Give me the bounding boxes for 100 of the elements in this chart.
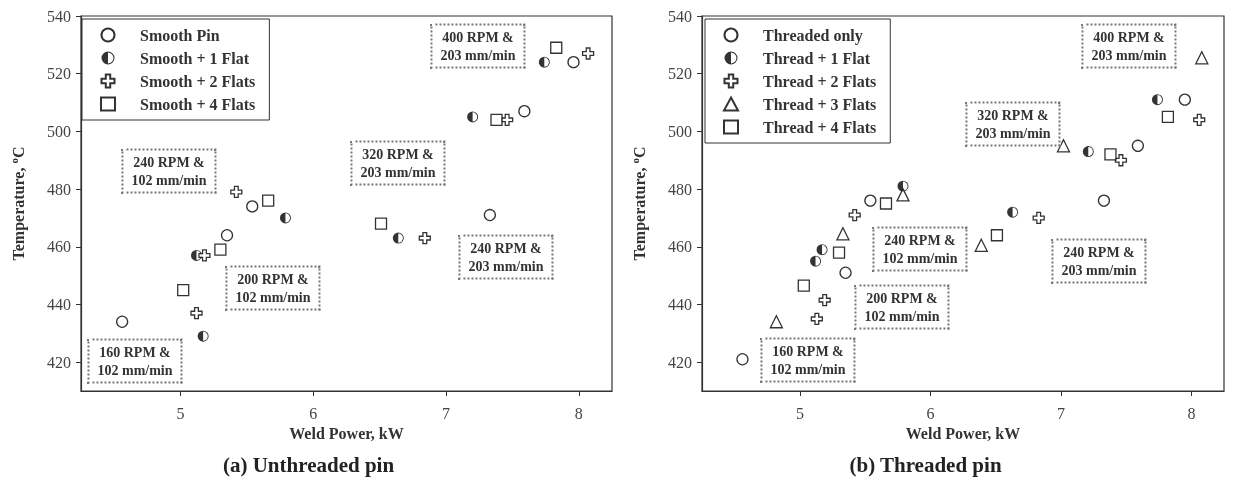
annotation: 240 RPM & 203 mm/min (1051, 238, 1147, 284)
legend-label: Thread + 3 Flats (763, 95, 877, 113)
point (538, 56, 550, 68)
legend-label: Threaded only (763, 26, 863, 45)
legend-label: Thread + 2 Flats (763, 72, 877, 90)
x-axis-title: Weld Power, kW (289, 425, 404, 443)
point (832, 246, 846, 259)
y-tick-label: 460 (668, 238, 692, 256)
point (392, 232, 404, 244)
legend-label: Thread + 4 Flats (763, 118, 877, 136)
annotation: 320 RPM & 203 mm/min (350, 140, 446, 186)
point (810, 255, 822, 267)
y-tick-label: 480 (47, 180, 71, 198)
point (1082, 146, 1094, 158)
annotation: 160 RPM & 102 mm/min (760, 337, 856, 383)
point (736, 353, 749, 366)
legend-label: Smooth + 4 Flats (140, 95, 256, 113)
point (797, 279, 810, 292)
y-tick-label: 540 (668, 7, 692, 25)
point (190, 306, 203, 320)
point (116, 315, 129, 328)
point (836, 227, 850, 241)
point (1151, 94, 1163, 106)
x-tick-label: 8 (574, 404, 583, 422)
point (1056, 139, 1071, 153)
x-tick-label: 8 (1187, 404, 1196, 422)
y-axis-title: Temperature, oC (7, 146, 28, 261)
y-tick-label: 520 (668, 65, 692, 83)
point (374, 217, 388, 230)
annotation: 160 RPM & 102 mm/min (87, 338, 183, 384)
point (198, 249, 211, 262)
point (279, 212, 291, 224)
x-tick-label: 6 (309, 404, 318, 422)
annotation: 200 RPM & 102 mm/min (225, 265, 321, 311)
point (1131, 139, 1145, 152)
point (567, 56, 580, 69)
x-tick-label: 5 (795, 404, 804, 422)
text: (a) Unthreaded pin (222, 452, 395, 477)
y-tick-label: 500 (668, 122, 692, 140)
point (864, 194, 877, 207)
x-tick-label: 5 (176, 404, 185, 422)
point (1195, 51, 1209, 65)
point (1104, 148, 1117, 161)
point (262, 194, 275, 207)
x-tick-label: 6 (926, 404, 935, 422)
point (581, 47, 595, 60)
y-tick-label: 420 (668, 353, 692, 371)
legend-label: Smooth Pin (140, 26, 220, 44)
point (990, 229, 1004, 242)
legend-label: Smooth + 2 Flats (140, 72, 256, 90)
y-tick-label: 480 (668, 180, 692, 198)
annotation: 240 RPM & 203 mm/min (458, 234, 554, 280)
point (879, 197, 893, 210)
text: (b) Threaded pin (849, 452, 1002, 477)
point (518, 105, 531, 118)
point (220, 229, 234, 242)
x-tick-label: 7 (1056, 404, 1065, 422)
point (1161, 110, 1175, 124)
point (1178, 93, 1191, 106)
point (1007, 206, 1019, 218)
point (818, 293, 831, 307)
legend-label: Thread + 1 Flat (763, 49, 871, 67)
point (483, 208, 497, 222)
point (177, 283, 190, 297)
point (1032, 211, 1045, 225)
annotation: 400 RPM & 203 mm/min (430, 23, 526, 69)
legend-label: Smooth + 1 Flat (140, 49, 250, 67)
y-tick-label: 440 (668, 295, 692, 313)
point (490, 113, 503, 126)
point (810, 312, 823, 326)
point (246, 200, 259, 213)
y-tick-label: 440 (47, 295, 71, 313)
point (896, 188, 910, 202)
annotation: 200 RPM & 102 mm/min (854, 284, 950, 330)
annotation: 320 RPM & 203 mm/min (965, 101, 1061, 147)
point (230, 185, 243, 199)
y-tick-label: 460 (47, 238, 71, 256)
point (214, 243, 227, 256)
x-tick-label: 7 (442, 404, 451, 422)
y-tick-label: 540 (47, 7, 71, 25)
point (816, 244, 828, 256)
y-tick-label: 420 (47, 353, 71, 371)
point (839, 266, 852, 279)
point (848, 208, 861, 222)
y-axis-title: Temperature, oC (628, 146, 649, 261)
point (467, 111, 479, 123)
point (1193, 113, 1206, 126)
point (197, 330, 209, 342)
point (418, 231, 431, 245)
point (1097, 194, 1111, 207)
y-tick-label: 520 (47, 65, 71, 83)
x-axis-title: Weld Power, kW (905, 425, 1021, 443)
point (974, 238, 988, 252)
point (769, 315, 784, 329)
annotation: 400 RPM & 203 mm/min (1081, 23, 1177, 69)
annotation: 240 RPM & 102 mm/min (872, 226, 968, 272)
point (1114, 154, 1128, 167)
y-tick-label: 500 (47, 122, 71, 140)
point (550, 41, 563, 54)
annotation: 240 RPM & 102 mm/min (121, 148, 217, 194)
